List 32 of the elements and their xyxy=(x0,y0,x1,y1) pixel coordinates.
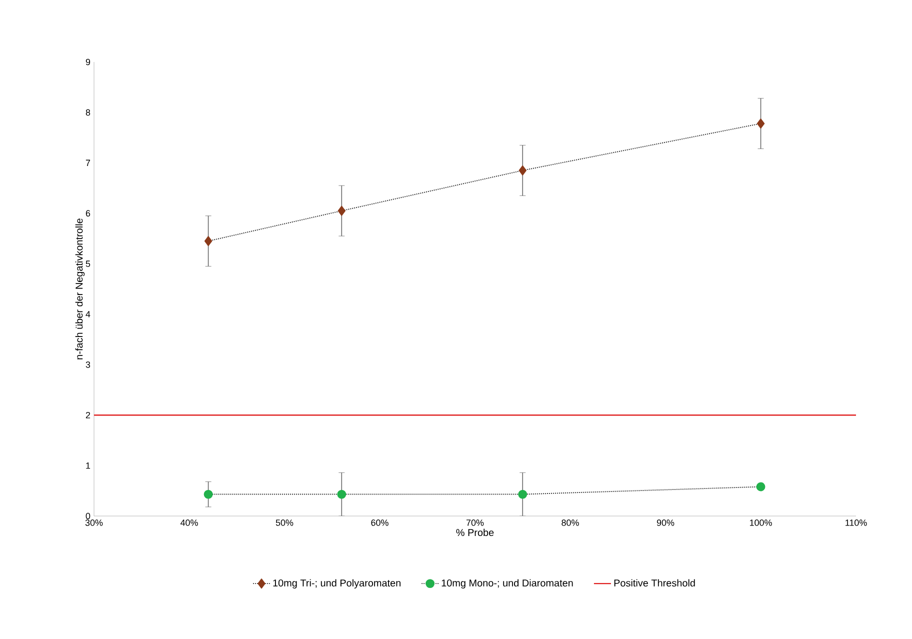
point xyxy=(518,490,528,499)
point xyxy=(756,482,766,492)
point xyxy=(204,490,213,499)
y-axis-title: n-fach über der Negativkontrolle xyxy=(75,218,85,360)
y-tick-label: 8 xyxy=(86,109,90,116)
legend-label: Positive Threshold xyxy=(614,579,695,587)
x-tick-label: 40% xyxy=(180,520,198,526)
y-tick-label: 5 xyxy=(86,260,90,267)
y-tick-label: 4 xyxy=(86,311,90,318)
x-tick-label: 80% xyxy=(562,520,579,526)
legend-label: 10mg Tri-; und Polyaromaten xyxy=(273,579,400,588)
point xyxy=(518,165,526,176)
x-axis-title: % Probe xyxy=(456,528,494,536)
point xyxy=(337,490,346,499)
y-tick-label: 6 xyxy=(86,210,90,217)
x-tick-label: 50% xyxy=(276,520,294,526)
point xyxy=(204,236,212,246)
x-tick-label: 100% xyxy=(750,520,772,526)
point xyxy=(338,206,346,216)
legend-label: 10mg Mono-; und Diaromaten xyxy=(442,579,573,588)
x-tick-label: 90% xyxy=(656,520,674,526)
y-tick-label: 3 xyxy=(86,361,90,368)
x-tick-label: 30% xyxy=(85,520,103,526)
y-tick-label: 1 xyxy=(86,462,90,469)
x-tick-label: 110% xyxy=(846,520,867,526)
point xyxy=(756,118,765,129)
y-tick-label: 2 xyxy=(86,412,90,418)
y-tick-label: 9 xyxy=(86,58,90,66)
x-tick-label: 70% xyxy=(466,520,484,526)
y-tick-label: 7 xyxy=(86,160,90,166)
y-tick-label: 0 xyxy=(86,512,90,520)
x-tick-label: 60% xyxy=(371,520,388,526)
